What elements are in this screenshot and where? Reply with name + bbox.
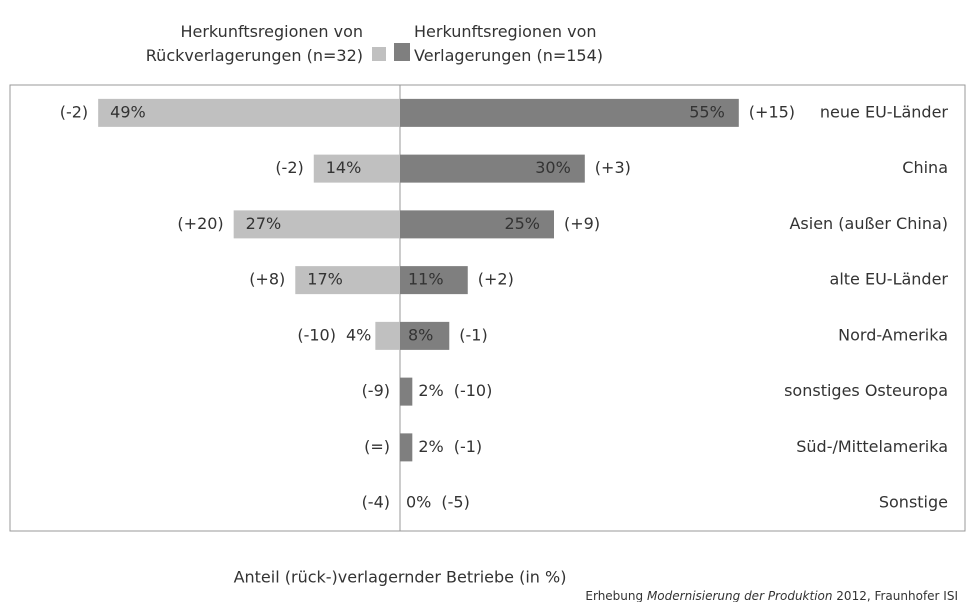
- category-label: alte EU-Länder: [830, 270, 949, 289]
- bar: [313, 154, 400, 183]
- category-label: Sonstige: [879, 493, 948, 512]
- value-label: 14%: [326, 158, 362, 177]
- legend-entry: Herkunftsregionen von Rückverlagerungen …: [145, 22, 363, 65]
- bar: [295, 266, 400, 295]
- change-label: (+20): [177, 214, 223, 233]
- bar: [400, 154, 585, 183]
- bar: [375, 321, 400, 350]
- value-label: 49%: [110, 102, 146, 121]
- change-label: (-9): [362, 381, 390, 400]
- change-label: (-1): [454, 437, 482, 456]
- change-label: (-10): [297, 325, 336, 344]
- source-part: Erhebung: [585, 589, 647, 602]
- change-label: (+9): [564, 214, 600, 233]
- category-label: Nord-Amerika: [838, 325, 948, 344]
- change-label: (-2): [275, 158, 303, 177]
- bar: [400, 321, 450, 350]
- x-axis-label: Anteil (rück-)verlagernder Betriebe (in …: [234, 568, 567, 587]
- value-label: 17%: [307, 270, 343, 289]
- source: Erhebung Modernisierung der Produktion 2…: [585, 589, 958, 602]
- source-part: Modernisierung der Produktion: [647, 589, 833, 602]
- value-label: 0%: [406, 493, 431, 512]
- category-label: Asien (außer China): [789, 214, 948, 233]
- bar: [233, 210, 400, 239]
- source-part: 2012, Fraunhofer ISI: [832, 589, 958, 602]
- value-label: 25%: [504, 214, 540, 233]
- category-label: sonstiges Osteuropa: [784, 381, 948, 400]
- value-label: 11%: [408, 270, 444, 289]
- bar: [400, 266, 468, 295]
- value-label: 27%: [246, 214, 282, 233]
- change-label: (+8): [249, 270, 285, 289]
- change-label: (-10): [454, 381, 493, 400]
- plot-frame: [9, 84, 966, 532]
- change-label: (+15): [749, 102, 795, 121]
- value-label: 30%: [535, 158, 571, 177]
- legend-swatch: [394, 43, 410, 61]
- value-label: 4%: [346, 325, 371, 344]
- value-label: 55%: [689, 102, 725, 121]
- category-label: China: [902, 158, 948, 177]
- change-label: (-1): [459, 325, 487, 344]
- legend-entry: Herkunftsregionen von Verlagerungen (n=1…: [414, 22, 604, 65]
- value-label: 8%: [408, 325, 433, 344]
- legend-swatch: [372, 47, 386, 61]
- change-label: (+3): [595, 158, 631, 177]
- bar: [400, 98, 739, 127]
- change-label: (-5): [441, 493, 469, 512]
- value-label: 2%: [418, 437, 443, 456]
- bar: [400, 377, 413, 406]
- change-label: (=): [364, 437, 390, 456]
- value-label: 2%: [418, 381, 443, 400]
- bar: [400, 210, 554, 239]
- change-label: (+2): [478, 270, 514, 289]
- category-label: neue EU-Länder: [820, 102, 949, 121]
- change-label: (-2): [60, 102, 88, 121]
- bar: [98, 98, 400, 127]
- category-label: Süd-/Mittelamerika: [796, 437, 948, 456]
- change-label: (-4): [362, 493, 390, 512]
- bar: [400, 433, 413, 462]
